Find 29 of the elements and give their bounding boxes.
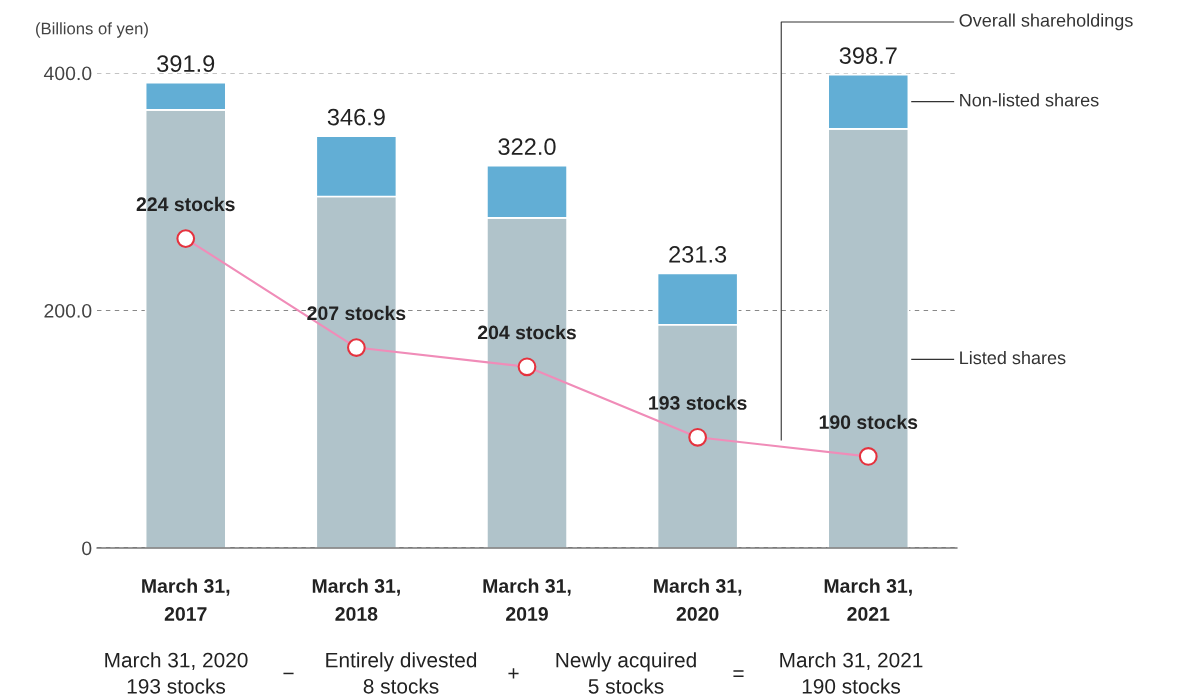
text: March 31, 2020 193 stocks xyxy=(105,652,248,694)
total-label: 346.9 xyxy=(327,108,385,126)
text: − xyxy=(283,672,294,675)
x-tick-label: March 31, 2017 xyxy=(142,578,230,621)
x-tick-label: March 31, 2020 xyxy=(654,578,742,621)
x-tick-label: March 31, 2021 xyxy=(824,578,912,621)
y-tick-label: 0 xyxy=(82,541,92,556)
x-tick-label: March 31, 2018 xyxy=(312,578,400,621)
text: March 31, 2021 190 stocks xyxy=(780,652,923,694)
text: Newly acquired 5 stocks xyxy=(556,652,696,694)
data-label: 193 stocks xyxy=(649,395,747,410)
text: Entirely divested 8 stocks xyxy=(326,652,477,694)
total-label: 398.7 xyxy=(839,47,897,64)
y-tick-label: 200.0 xyxy=(44,303,92,318)
data-label: 207 stocks xyxy=(307,305,406,321)
data-label: 224 stocks xyxy=(136,196,235,212)
total-label: 231.3 xyxy=(669,246,727,263)
total-label: 391.9 xyxy=(157,55,215,73)
text: Overall shareholdings xyxy=(959,13,1133,31)
text: + xyxy=(508,668,519,679)
data-label: 204 stocks xyxy=(477,325,576,340)
text: Non-listed shares xyxy=(960,93,1099,107)
total-label: 322.0 xyxy=(498,138,556,156)
y-axis-title: (Billions of yen) xyxy=(36,22,148,38)
text: Listed shares xyxy=(960,350,1066,365)
data-label: 190 stocks xyxy=(819,414,918,430)
y-tick-label: 400.0 xyxy=(43,66,92,81)
text: = xyxy=(733,670,744,677)
x-tick-label: March 31, 2019 xyxy=(483,578,571,621)
